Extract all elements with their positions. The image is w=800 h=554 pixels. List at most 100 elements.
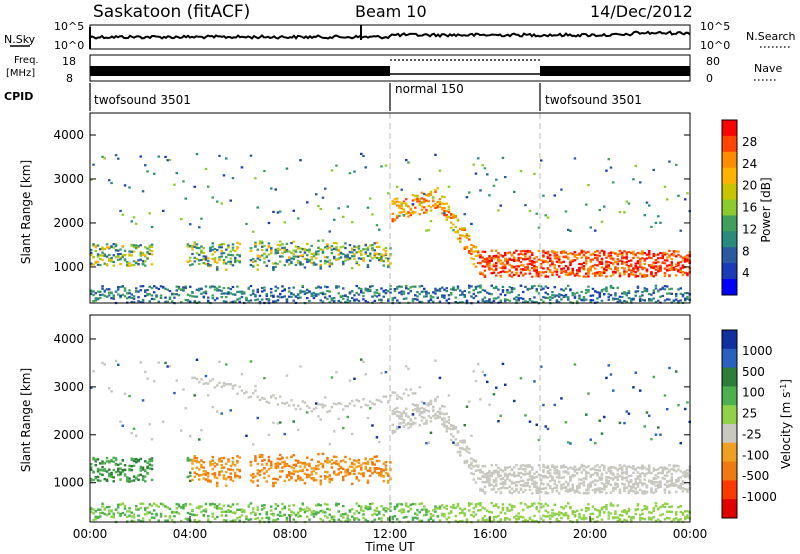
power-cell bbox=[481, 256, 484, 259]
velocity-cell bbox=[519, 377, 523, 380]
power-cell bbox=[362, 154, 365, 158]
velocity-cell bbox=[463, 514, 466, 517]
velocity-cell bbox=[540, 482, 543, 485]
power-cell bbox=[362, 259, 365, 262]
velocity-cell bbox=[504, 486, 507, 490]
velocity-cell bbox=[542, 487, 545, 490]
power-cell bbox=[222, 259, 226, 262]
power-cell bbox=[209, 249, 212, 252]
power-cell bbox=[121, 255, 124, 258]
velocity-cell bbox=[297, 512, 300, 515]
velocity-cell bbox=[558, 471, 561, 475]
velocity-cell bbox=[193, 394, 196, 397]
power-cell bbox=[468, 191, 471, 194]
velocity-cell bbox=[558, 492, 561, 495]
velocity-cell bbox=[353, 404, 356, 407]
velocity-cell bbox=[562, 483, 565, 486]
power-cell bbox=[652, 265, 655, 268]
velocity-cell bbox=[654, 502, 658, 505]
velocity-cell bbox=[274, 466, 277, 469]
power-cell bbox=[335, 164, 338, 167]
power-cell bbox=[342, 297, 345, 300]
velocity-cell bbox=[119, 473, 122, 476]
power-cell bbox=[238, 290, 241, 293]
power-cell bbox=[490, 259, 493, 262]
velocity-cell bbox=[643, 507, 646, 510]
power-cell bbox=[297, 297, 300, 300]
power-cell bbox=[371, 285, 374, 288]
velocity-cell bbox=[258, 513, 262, 516]
velocity-cell bbox=[506, 517, 509, 520]
power-cell bbox=[272, 266, 275, 269]
power-cell bbox=[324, 187, 327, 190]
power-cell bbox=[249, 284, 253, 288]
velocity-cell bbox=[288, 508, 291, 511]
power-cell bbox=[569, 260, 572, 263]
power-cell bbox=[603, 205, 606, 208]
velocity-cell bbox=[515, 517, 518, 521]
power-cell bbox=[616, 300, 619, 303]
power-cell bbox=[420, 300, 424, 303]
power-cell bbox=[447, 211, 451, 214]
power-cell bbox=[265, 249, 268, 252]
velocity-cell bbox=[132, 479, 136, 482]
velocity-cell bbox=[375, 513, 379, 516]
velocity-cell bbox=[198, 381, 201, 384]
power-cell bbox=[137, 290, 140, 293]
velocity-cell bbox=[578, 515, 581, 518]
power-cell bbox=[654, 221, 658, 224]
velocity-cell bbox=[238, 456, 241, 459]
power-cell bbox=[510, 258, 514, 261]
velocity-cell bbox=[234, 474, 237, 477]
velocity-cell bbox=[551, 477, 554, 480]
velocity-cell bbox=[231, 503, 235, 506]
velocity-cell bbox=[90, 507, 93, 510]
power-cell bbox=[310, 256, 313, 259]
velocity-cell bbox=[540, 506, 543, 509]
velocity-cell bbox=[456, 442, 460, 445]
power-cell bbox=[582, 261, 586, 264]
power-cell bbox=[456, 231, 460, 234]
power-cell bbox=[468, 286, 471, 289]
power-cell bbox=[684, 260, 687, 263]
velocity-cell bbox=[96, 479, 100, 482]
power-cell bbox=[686, 272, 689, 275]
power-cell bbox=[319, 286, 322, 289]
velocity-cell bbox=[657, 518, 660, 521]
power-cell bbox=[470, 243, 473, 246]
velocity-cell bbox=[256, 484, 259, 487]
power-cell bbox=[112, 296, 115, 299]
velocity-cell bbox=[96, 470, 100, 473]
velocity-cell bbox=[636, 471, 640, 474]
velocity-cell bbox=[290, 476, 293, 479]
velocity-cell bbox=[270, 461, 273, 464]
velocity-cell bbox=[468, 502, 471, 505]
velocity-cell bbox=[184, 504, 187, 507]
velocity-cell bbox=[632, 490, 635, 493]
power-cell bbox=[634, 275, 637, 278]
cpid-label: CPID bbox=[4, 90, 33, 103]
velocity-cell bbox=[321, 452, 325, 455]
power-cell bbox=[382, 289, 385, 292]
power-cell bbox=[425, 199, 428, 202]
velocity-cell bbox=[411, 518, 415, 521]
velocity-cell bbox=[501, 470, 505, 473]
power-cell bbox=[398, 204, 401, 207]
velocity-cell bbox=[643, 482, 646, 485]
power-cell bbox=[105, 243, 109, 246]
power-cell bbox=[315, 250, 318, 253]
velocity-cell bbox=[416, 403, 419, 407]
power-cell bbox=[306, 249, 309, 252]
velocity-cell bbox=[623, 471, 626, 474]
velocity-cell bbox=[618, 467, 622, 470]
power-cell bbox=[555, 254, 559, 257]
power-cell bbox=[477, 285, 480, 288]
velocity-cell bbox=[605, 484, 608, 488]
power-cell bbox=[578, 296, 581, 299]
velocity-cell bbox=[283, 463, 286, 466]
velocity-cell bbox=[504, 482, 507, 486]
velocity-cell bbox=[326, 475, 329, 479]
velocity-cell bbox=[348, 402, 352, 405]
velocity-cell bbox=[213, 474, 217, 477]
power-cell bbox=[99, 248, 102, 251]
